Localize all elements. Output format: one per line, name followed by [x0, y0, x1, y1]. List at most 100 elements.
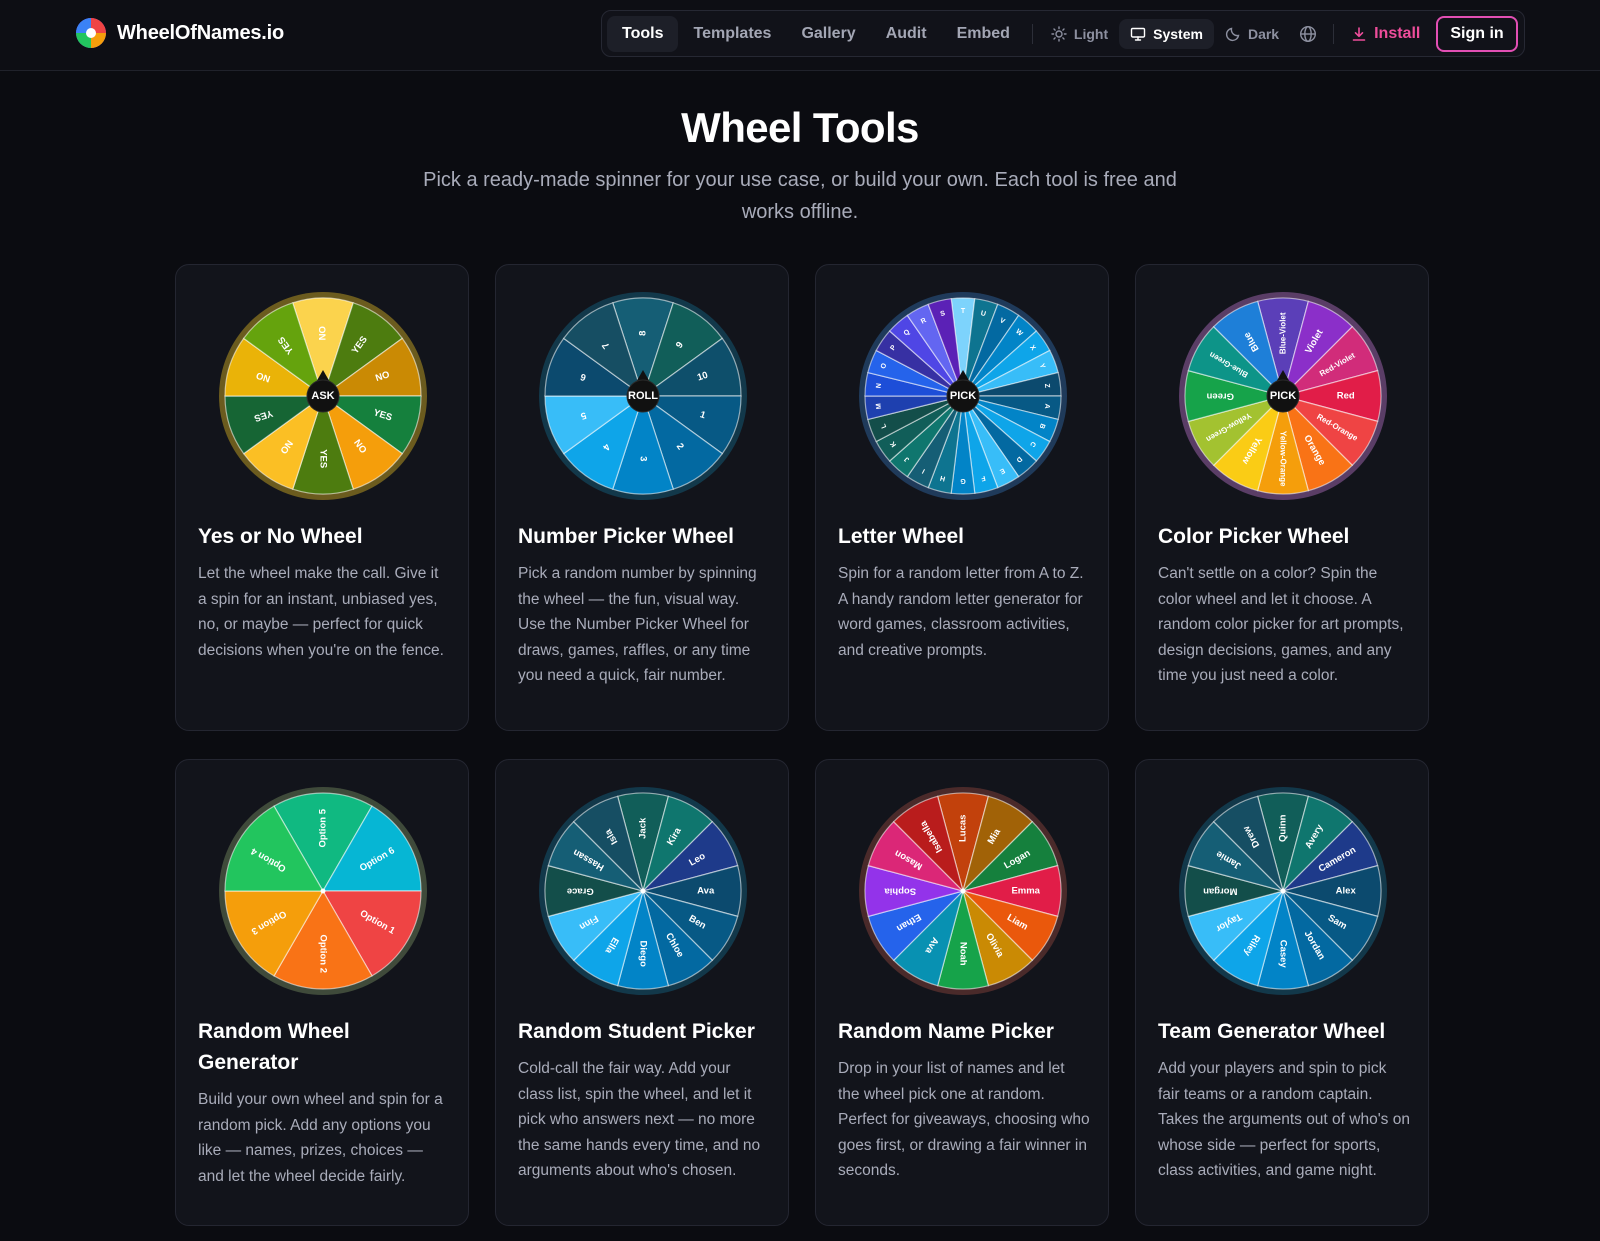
nav-divider — [1031, 23, 1033, 44]
wheel-segment-label: V — [998, 317, 1006, 326]
wheel-segment — [572, 795, 645, 894]
wheel-segment-label: L — [880, 422, 888, 429]
number-picker-wheel: 8 9 10 1 2 3 4 5 6 7 ROLL — [539, 292, 747, 500]
wheel-hub-label: PICK — [950, 390, 976, 402]
tool-card-random-wheel[interactable]: Option 5 Option 6 Option 1 Option 2 Option 3… — [175, 759, 469, 1226]
wheel-segment-label: B — [1038, 422, 1046, 429]
page-title: Wheel Tools — [681, 104, 919, 151]
sign-in-button[interactable]: Sign in — [1436, 15, 1518, 52]
logo-icon — [76, 18, 106, 48]
wheel-segment-label: 5 — [578, 409, 587, 421]
card-title: Team Generator Wheel — [1158, 1020, 1386, 1043]
wheel-segment — [273, 792, 373, 893]
wheel-center — [640, 888, 646, 894]
wheel-segment-label: Jack — [638, 817, 649, 839]
card-title: Random Name Picker — [838, 1020, 1054, 1043]
wheel-segment-label: Grace — [567, 886, 594, 897]
tool-card-yes-no[interactable]: NO YES NO YES NO YES NO YES NO YES ASK Yes or No W… — [175, 264, 469, 731]
wheel-hub[interactable] — [946, 379, 980, 413]
wheel-hub[interactable] — [306, 379, 340, 413]
wheel-segment-label: 10 — [696, 370, 709, 384]
theme-dark-button[interactable]: Dark — [1214, 19, 1290, 49]
install-label: Install — [1374, 24, 1421, 42]
card-title: Random Wheel Generator — [198, 1020, 350, 1074]
card-description: Add your players and spin to pick fair t… — [1158, 1060, 1410, 1179]
main-nav: Tools Templates Gallery Audit Embed Ligh… — [601, 10, 1525, 57]
card-description: Let the wheel make the call. Give it a s… — [198, 565, 444, 659]
install-button[interactable]: Install — [1341, 18, 1430, 50]
wheel-segment-label: 2 — [674, 441, 686, 452]
wheel-segment-label: E — [998, 466, 1006, 475]
theme-light-label: Light — [1073, 25, 1109, 42]
theme-system-button[interactable]: System — [1119, 18, 1214, 49]
wheel-segment-label: Diego — [638, 941, 649, 968]
wheel-segment-label: A — [1043, 403, 1051, 409]
wheel-segment-label: T — [961, 308, 966, 315]
tool-card-team-generator[interactable]: Quinn Avery Cameron Alex Sam Jordan Casey Riley… — [1135, 759, 1429, 1226]
wheel-segment — [892, 795, 965, 894]
card-description: Build your own wheel and spin for a rand… — [198, 1091, 443, 1185]
wheel-segment-label: I — [921, 467, 926, 474]
card-description: Drop in your list of names and let the w… — [838, 1060, 1090, 1179]
wheel-segment-label: Option 5 — [318, 808, 329, 847]
wheel-segment-label: Yellow-Orange — [1279, 431, 1288, 487]
wheel-segment — [1212, 300, 1285, 399]
language-button[interactable] — [1290, 18, 1326, 50]
nav-embed[interactable]: Embed — [956, 24, 1010, 42]
card-title: Number Picker Wheel — [518, 525, 734, 548]
name-picker-wheel: Lucas MiaLoganEmmaLiamOliviaNoahAvaEthanS… — [859, 787, 1067, 995]
wheel-hub[interactable] — [1266, 379, 1300, 413]
wheel-segment-label: Sophia — [884, 886, 916, 897]
wheel-segment-label: 6 — [579, 371, 587, 383]
wheel-segment-label: YES — [318, 449, 329, 468]
card-title: Random Student Picker — [518, 1020, 755, 1043]
brand[interactable]: WheelOfNames.io — [75, 17, 284, 49]
wheel-hub-label: ROLL — [628, 390, 658, 402]
tool-card-number-picker[interactable]: 8 9 10 1 2 3 4 5 6 7 ROLL Number Picker Wheel Pick… — [495, 264, 789, 731]
tool-card-name-picker[interactable]: Lucas Mia Logan Emma Liam Olivia Noah Ava Ethan S… — [815, 759, 1109, 1226]
nav-templates[interactable]: Templates — [693, 24, 772, 42]
color-picker-wheel: Blue-Violet VioletRed-VioletRedRed-Orange… — [1179, 292, 1387, 500]
wheel-segment-label: Ava — [697, 886, 715, 897]
tool-card-color-picker[interactable]: Blue-Violet Violet Red-Violet Red Red-Orange… — [1135, 264, 1429, 731]
card-title: Letter Wheel — [838, 525, 965, 548]
wheel-hub-label: PICK — [1270, 390, 1296, 402]
globe-icon — [1300, 25, 1317, 42]
wheel-segment-label: J — [903, 455, 911, 463]
nav-gallery[interactable]: Gallery — [801, 24, 856, 42]
wheel-segment — [1212, 795, 1285, 894]
wheel-segment-label: P — [889, 344, 898, 352]
nav-tools[interactable]: Tools — [607, 15, 679, 52]
wheel-segment-label: G — [960, 477, 966, 484]
tool-card-student-picker[interactable]: Jack Kira Leo Ava Ben Chloe Diego Ella Finn Grace… — [495, 759, 789, 1226]
wheel-segment-label: R — [920, 317, 928, 326]
wheel-segment-label: Morgan — [1203, 886, 1238, 897]
wheel-segment-label: NO — [318, 326, 329, 340]
wheel-segment-label: NO — [374, 369, 391, 384]
monitor-icon — [1130, 27, 1146, 41]
wheel-segment-label: 9 — [674, 340, 686, 351]
theme-light-button[interactable]: Light — [1040, 19, 1119, 49]
wheel-segment-label: C — [1028, 440, 1037, 448]
wheel-segment-label: Blue-Violet — [1279, 312, 1288, 354]
wheel-segment-label: Lucas — [958, 815, 969, 842]
tool-card-letter[interactable]: T U V W X Y Z A B C D E F G H I J K L M N O P Q R S PICK Letter Wh… — [815, 264, 1109, 731]
wheel-hub-label: ASK — [311, 390, 334, 402]
wheel-segment — [927, 298, 964, 397]
letter-wheel: T U VWX Y Z A B CDE F G H I JK L M N O PQR S PICK — [859, 292, 1067, 500]
wheel-segment-label: Y — [1038, 363, 1046, 370]
wheel-segment-label: U — [980, 310, 987, 318]
wheel-hub[interactable] — [626, 379, 660, 413]
wheel-center — [320, 888, 326, 894]
card-title: Yes or No Wheel — [198, 525, 363, 548]
wheel-segment-label: N — [876, 383, 884, 389]
card-description: Can't settle on a color? Spin the color … — [1158, 565, 1404, 684]
nav-divider — [1333, 23, 1335, 44]
wheel-segment-label: Option 2 — [318, 934, 329, 973]
nav-audit[interactable]: Audit — [885, 24, 927, 42]
wheel-segment-label: Green — [1206, 391, 1234, 402]
moon-icon — [1225, 27, 1240, 41]
wheel-segment-label: H — [940, 474, 947, 482]
